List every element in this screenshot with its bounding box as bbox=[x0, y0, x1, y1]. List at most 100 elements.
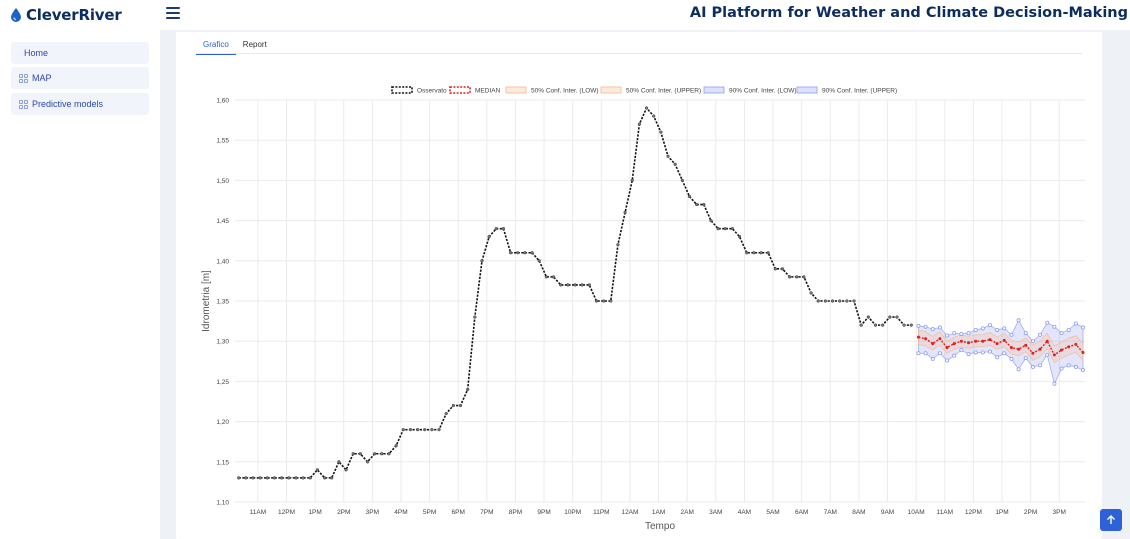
y-tick-label: 1,35 bbox=[216, 299, 229, 306]
sidebar-item-predictive-models[interactable]: Predictive models bbox=[11, 93, 149, 115]
x-tick-label: 6PM bbox=[452, 509, 465, 516]
scroll-to-top-button[interactable] bbox=[1100, 509, 1122, 531]
median-point bbox=[967, 341, 971, 345]
observed-point bbox=[559, 283, 563, 287]
observed-point bbox=[845, 299, 849, 303]
x-tick-label: 12AM bbox=[621, 509, 638, 516]
y-tick-label: 1,55 bbox=[216, 138, 229, 145]
confidence-90-point bbox=[930, 356, 935, 361]
observed-point bbox=[902, 323, 906, 327]
grid-icon bbox=[19, 73, 28, 83]
observed-point bbox=[444, 411, 448, 416]
observed-point bbox=[759, 251, 763, 255]
median-point bbox=[1024, 343, 1028, 347]
legend-label: 50% Conf. Inter. (LOW) bbox=[531, 88, 599, 95]
y-tick-label: 1,20 bbox=[216, 419, 229, 426]
sidebar-item-home[interactable]: Home bbox=[11, 42, 149, 64]
x-tick-label: 6AM bbox=[795, 509, 808, 516]
confidence-90-point bbox=[916, 351, 921, 356]
sidebar-item-map[interactable]: MAP bbox=[11, 67, 149, 89]
observed-point bbox=[766, 251, 770, 255]
x-tick-label: 3AM bbox=[709, 509, 722, 516]
observed-point bbox=[895, 315, 899, 319]
hydrometry-chart[interactable]: 1,10 1,15 1,20 1,25 1,30 1,35 1,40 1,45 1,50 1,55… bbox=[176, 32, 1102, 539]
x-tick-label: 4AM bbox=[738, 509, 751, 516]
observed-point bbox=[451, 403, 455, 408]
x-tick-label: 9AM bbox=[881, 509, 894, 516]
confidence-90-point bbox=[1030, 364, 1035, 369]
observed-point bbox=[823, 299, 828, 303]
confidence-90-point bbox=[995, 355, 1000, 360]
median-point bbox=[974, 339, 978, 343]
x-tick-label: 11AM bbox=[250, 509, 267, 516]
tab-grafico[interactable]: Grafico bbox=[196, 38, 236, 55]
observed-point bbox=[301, 476, 305, 480]
median-point bbox=[1045, 339, 1049, 343]
observed-point bbox=[881, 323, 885, 327]
confidence-90-point bbox=[1045, 320, 1050, 325]
observed-point bbox=[745, 251, 749, 255]
x-tick-label: 11PM bbox=[593, 509, 610, 516]
confidence-90-point bbox=[1052, 381, 1057, 386]
observed-point bbox=[888, 315, 892, 319]
median-point bbox=[1081, 350, 1085, 354]
observed-point bbox=[330, 476, 334, 480]
observed-point bbox=[280, 476, 284, 480]
median-point bbox=[981, 339, 985, 343]
observed-point bbox=[630, 178, 634, 182]
median-point bbox=[938, 337, 942, 341]
chart-legend: Osservato MEDIAN 50% Conf. Inter. (LOW) 50%… bbox=[391, 86, 897, 95]
x-tick-label: 3PM bbox=[1053, 509, 1066, 516]
observed-point bbox=[673, 162, 677, 166]
observed-point bbox=[251, 476, 255, 480]
brand-logo[interactable]: CleverRiver bbox=[10, 0, 122, 30]
x-axis-title: Tempo bbox=[645, 521, 675, 532]
observed-point bbox=[580, 283, 584, 287]
confidence-90-point bbox=[1002, 351, 1007, 356]
confidence-90-point bbox=[959, 331, 964, 336]
x-tick-label: 8AM bbox=[852, 509, 865, 516]
legend-swatch bbox=[600, 86, 622, 94]
menu-toggle-icon[interactable] bbox=[166, 7, 180, 21]
confidence-90-point bbox=[923, 351, 928, 356]
observed-point bbox=[294, 476, 298, 480]
confidence-90-point bbox=[1073, 364, 1078, 369]
observed-point bbox=[566, 283, 570, 287]
observed-point bbox=[716, 227, 720, 231]
median-point bbox=[1074, 342, 1078, 346]
observed-point bbox=[415, 428, 420, 432]
x-tick-label: 4PM bbox=[394, 509, 407, 516]
observed-point bbox=[773, 267, 777, 271]
confidence-90-point bbox=[1066, 327, 1071, 332]
confidence-90-point bbox=[923, 324, 928, 329]
legend-label: Osservato bbox=[417, 88, 447, 95]
observed-point bbox=[602, 299, 606, 303]
observed-point bbox=[780, 267, 785, 271]
confidence-90-point bbox=[1009, 332, 1014, 337]
confidence-90-point bbox=[1080, 325, 1085, 330]
x-tick-label: 1AM bbox=[652, 509, 665, 516]
observed-point bbox=[480, 259, 484, 263]
observed-point bbox=[852, 299, 856, 303]
observed-point bbox=[788, 275, 792, 279]
arrow-up-icon bbox=[1107, 515, 1115, 524]
observed-point bbox=[587, 283, 591, 287]
y-tick-label: 1,25 bbox=[216, 379, 229, 386]
x-tick-label: 2AM bbox=[681, 509, 694, 516]
median-point bbox=[1017, 347, 1021, 351]
x-tick-label: 7AM bbox=[824, 509, 837, 516]
median-point bbox=[1002, 338, 1006, 342]
observed-point bbox=[752, 251, 756, 255]
legend-swatch bbox=[796, 86, 818, 94]
legend-swatch bbox=[449, 86, 471, 94]
water-drop-icon bbox=[11, 8, 21, 22]
confidence-90-point bbox=[1016, 318, 1021, 323]
sidebar: Home MAP Predictive models bbox=[0, 30, 160, 539]
observed-point bbox=[287, 476, 291, 480]
sidebar-item-label: Predictive models bbox=[32, 99, 104, 109]
y-tick-label: 1,15 bbox=[216, 459, 229, 466]
confidence-90-point bbox=[1002, 326, 1007, 331]
y-tick-label: 1,45 bbox=[216, 218, 229, 225]
confidence-90-point bbox=[959, 348, 964, 353]
tab-report[interactable]: Report bbox=[242, 40, 267, 49]
